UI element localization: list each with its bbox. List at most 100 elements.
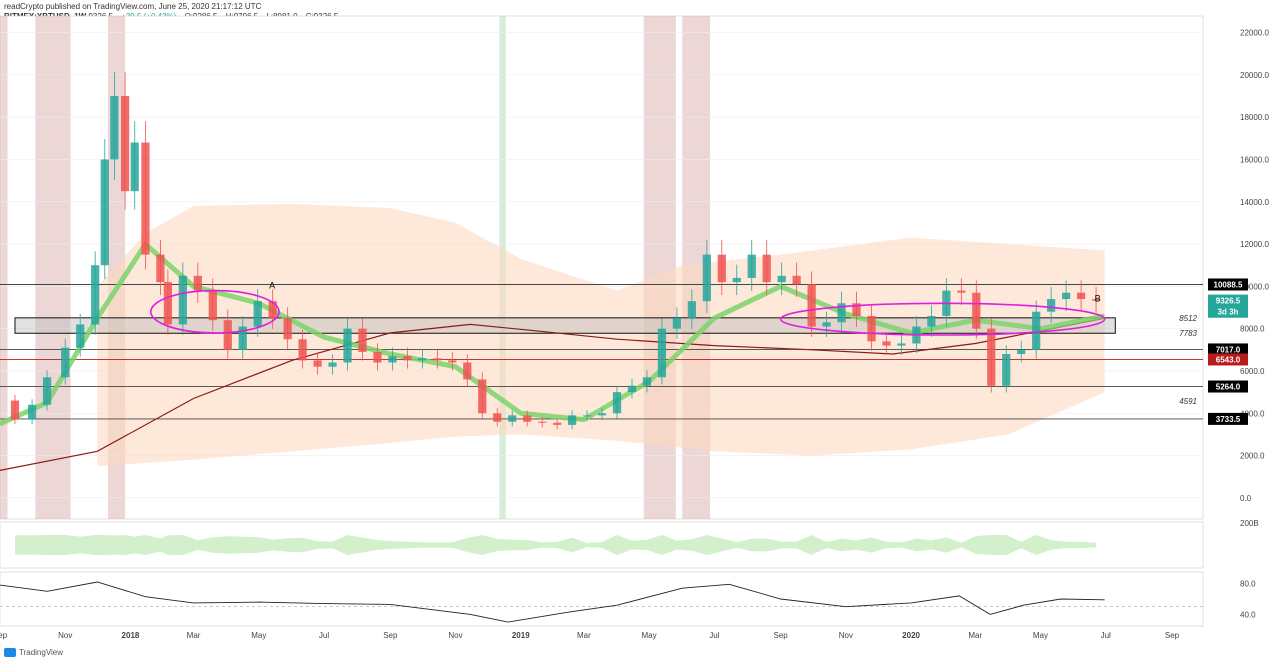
candle-body bbox=[717, 254, 726, 283]
candle-body bbox=[27, 404, 37, 420]
envelope-band bbox=[97, 203, 1105, 467]
highlight-ellipse bbox=[149, 289, 280, 334]
candle-body bbox=[523, 415, 532, 422]
x-tick-label: May bbox=[642, 631, 657, 640]
candle-body bbox=[358, 328, 367, 352]
candle-body bbox=[672, 318, 682, 329]
x-tick-label: 2020 bbox=[902, 631, 920, 640]
candle-body bbox=[987, 328, 996, 386]
shaded-period-red bbox=[35, 16, 71, 519]
candle-body bbox=[223, 320, 232, 350]
candle-body bbox=[972, 292, 981, 329]
candle-body bbox=[100, 159, 109, 266]
price-label-bg bbox=[1208, 294, 1248, 307]
candle-body bbox=[777, 275, 786, 283]
candle-body bbox=[193, 275, 202, 291]
price-label-bg bbox=[1208, 380, 1248, 393]
price-label-bg bbox=[1208, 305, 1248, 318]
candle-body bbox=[1062, 292, 1071, 300]
candle-body bbox=[657, 328, 667, 378]
candle-body bbox=[10, 400, 20, 420]
candle-body bbox=[110, 96, 119, 160]
publisher-line: readCrypto published on TradingView.com,… bbox=[4, 2, 262, 11]
candle-body bbox=[1076, 292, 1086, 300]
x-tick-label: May bbox=[1033, 631, 1048, 640]
tradingview-logo-icon bbox=[4, 648, 16, 658]
level-annotation: 4591 bbox=[1179, 397, 1197, 406]
candle-body bbox=[642, 377, 652, 386]
price-label-text: 6543.0 bbox=[1216, 355, 1241, 364]
candle-body bbox=[867, 315, 876, 342]
candle-body bbox=[612, 392, 622, 414]
price-label-text: 7017.0 bbox=[1216, 345, 1241, 354]
price-label-bg bbox=[1208, 412, 1248, 425]
price-label-text: 3d 3h bbox=[1218, 308, 1239, 317]
candle-body bbox=[130, 142, 139, 192]
candle-body bbox=[538, 421, 547, 423]
candle-body bbox=[837, 303, 846, 323]
y-tick-label: 10000.0 bbox=[1240, 282, 1269, 291]
candle-body bbox=[1032, 311, 1041, 350]
candle-body bbox=[418, 358, 427, 361]
price-label-tag: 10088.5 bbox=[1208, 278, 1248, 291]
candle-body bbox=[957, 290, 966, 293]
volume-tick-label: 200B bbox=[1240, 519, 1259, 528]
x-tick-label: Sep bbox=[0, 631, 8, 640]
price-label-bg bbox=[1208, 278, 1248, 291]
oscillator-tick-label: 80.0 bbox=[1240, 580, 1256, 589]
candle-body bbox=[313, 360, 322, 367]
candle-body bbox=[463, 362, 472, 380]
candle-body bbox=[156, 254, 165, 283]
x-tick-label: Nov bbox=[839, 631, 853, 640]
candle-body bbox=[328, 362, 337, 367]
volume-area bbox=[15, 535, 1097, 555]
candle-body bbox=[253, 301, 262, 327]
candle-body bbox=[687, 301, 696, 319]
price-label-tag: 3733.5 bbox=[1208, 412, 1248, 425]
y-tick-label: 4000.0 bbox=[1240, 409, 1265, 418]
candle-body bbox=[298, 339, 307, 361]
y-tick-label: 16000.0 bbox=[1240, 155, 1269, 164]
x-tick-label: Sep bbox=[773, 631, 788, 640]
candle-body bbox=[882, 341, 891, 346]
candle-body bbox=[493, 413, 502, 422]
long-ma-line bbox=[0, 317, 1105, 471]
y-tick-label: 6000.0 bbox=[1240, 367, 1265, 376]
price-label-text: 5264.0 bbox=[1216, 383, 1241, 392]
candle-body bbox=[508, 415, 517, 422]
candle-body bbox=[627, 385, 637, 393]
x-tick-label: 2019 bbox=[512, 631, 530, 640]
price-label-text: 9326.5 bbox=[1216, 297, 1241, 306]
candle-body bbox=[792, 275, 801, 285]
candle-body bbox=[141, 142, 150, 255]
candle-body bbox=[268, 301, 277, 319]
candle-body bbox=[61, 347, 70, 378]
price-label-tag: 3d 3h bbox=[1208, 305, 1248, 318]
candle-body bbox=[478, 379, 487, 414]
candle-body bbox=[163, 282, 173, 325]
oscillator-tick-label: 40.0 bbox=[1240, 610, 1256, 619]
x-tick-label: Mar bbox=[187, 631, 201, 640]
candle-body bbox=[927, 315, 936, 327]
candle-body bbox=[283, 318, 292, 340]
highlight-ellipse bbox=[779, 302, 1106, 336]
x-tick-label: Jul bbox=[1101, 631, 1111, 640]
candle-body bbox=[567, 415, 577, 425]
x-tick-label: May bbox=[251, 631, 266, 640]
y-tick-label: 20000.0 bbox=[1240, 71, 1269, 80]
level-annotation: 8512 bbox=[1179, 314, 1197, 323]
level-annotation: 7783 bbox=[1179, 329, 1197, 338]
candle-body bbox=[822, 322, 831, 327]
candle-body bbox=[732, 277, 741, 283]
candle-body bbox=[807, 284, 816, 327]
candle-body bbox=[42, 377, 52, 405]
tradingview-logo[interactable]: TradingView bbox=[4, 648, 63, 658]
candle-body bbox=[343, 328, 352, 363]
candle-body bbox=[553, 422, 562, 425]
candle-body bbox=[448, 360, 457, 363]
price-label-tag: 5264.0 bbox=[1208, 380, 1248, 393]
candle-body bbox=[852, 303, 861, 316]
candle-body bbox=[762, 254, 771, 283]
oscillator-pane-frame bbox=[0, 571, 1204, 627]
